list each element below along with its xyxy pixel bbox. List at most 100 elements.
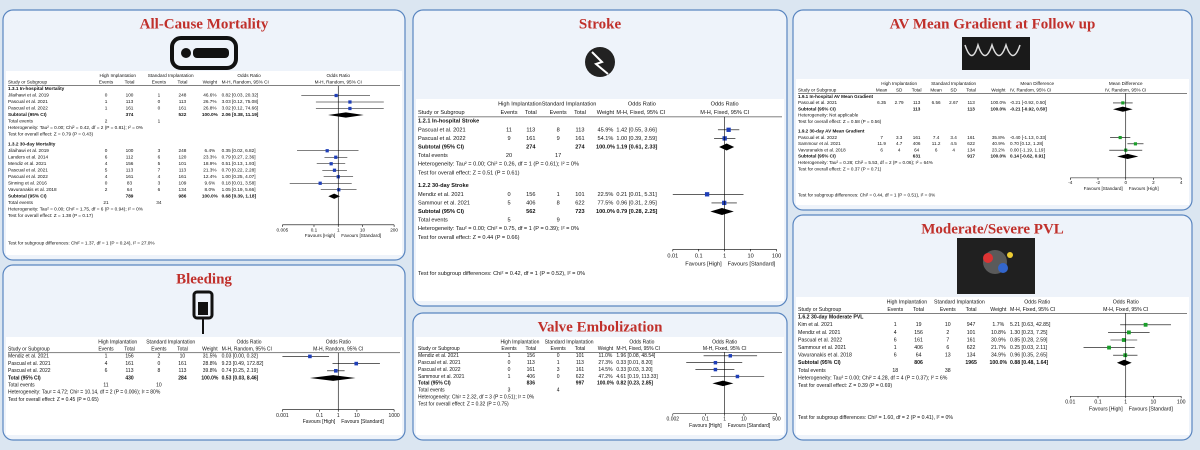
cell: 161 [914, 337, 923, 343]
cell: 248 [179, 148, 187, 153]
cell: 4 [105, 174, 108, 179]
cell: 5 [105, 167, 108, 172]
tick-label: 0.1 [311, 227, 318, 232]
cell: 161 [126, 174, 134, 179]
cell: 406 [527, 374, 536, 380]
point-estimate [318, 181, 322, 185]
cell: 0 [508, 367, 511, 373]
effect-header: Mean Difference [1109, 81, 1143, 86]
study-name: Vavuranakis et al. 2018 [798, 147, 846, 152]
tick-label: 0.1 [702, 417, 709, 423]
panel-title: Moderate/Severe PVL [921, 221, 1064, 237]
weight: 1.7% [992, 322, 1004, 328]
ci-label: 1.00 [0.39, 2.59] [616, 136, 657, 142]
cell: 0 [158, 99, 161, 104]
cell: 4.7 [896, 141, 903, 146]
weight: 100.0% [991, 100, 1007, 105]
cell: 562 [526, 209, 535, 215]
study-name: Pascual et al. 2022 [8, 174, 48, 179]
subtotal-weight: 100.0% [202, 112, 219, 117]
cell: 17 [555, 153, 561, 159]
cell: 1 [894, 345, 897, 351]
cell: 274 [575, 144, 585, 150]
cell: 34 [156, 200, 162, 205]
subtotal-label: Subtotal (95% CI) [798, 360, 841, 366]
subtotal-label: Subtotal (95% CI) [798, 106, 836, 111]
ci-label: -0.40 [-1.13, 0.33] [1010, 135, 1046, 140]
point-estimate [337, 188, 341, 192]
cell: 6 [105, 368, 108, 374]
cell: 100 [126, 148, 134, 153]
cell: 19 [916, 322, 922, 328]
cell: 631 [913, 154, 921, 159]
note: Test for subgroup differences: Chi² = 1.… [8, 240, 155, 245]
tick-label: 0 [1124, 180, 1127, 185]
column-header: Study or Subgroup [798, 307, 841, 313]
cell: 2 [158, 354, 161, 360]
point-estimate [348, 100, 352, 104]
weight: 21.3% [203, 167, 216, 172]
study-name: Sammour et al. 2021 [798, 141, 841, 146]
cell: 622 [967, 141, 975, 146]
cell: 4 [105, 161, 108, 166]
events-label: Total events [418, 218, 448, 224]
study-name: Pascual et al. 2022 [798, 135, 838, 140]
cell: 10 [180, 354, 186, 360]
effect-header: Odds Ratio [326, 339, 351, 345]
group-header: High Implantation [887, 299, 927, 305]
weight: 26.7% [203, 99, 216, 104]
bleeding-icon [192, 290, 214, 334]
effect-header: Odds Ratio [1113, 299, 1139, 305]
study-name: Pascual et al. 2021 [418, 127, 466, 133]
ci-label: 0.33 [0.01, 8.20] [616, 360, 653, 366]
ci-label: 0.70 [0.22, 2.28] [222, 167, 256, 172]
tick-label: 1 [723, 417, 726, 423]
study-name: Vavuranakis et al. 2018 [798, 353, 852, 359]
tick-label: 0.001 [276, 413, 289, 419]
effect-header: Odds Ratio [711, 101, 739, 107]
cell: 11 [103, 383, 108, 389]
echo-image [962, 37, 1030, 70]
cell: 2.79 [895, 100, 904, 105]
plot-area [6, 337, 402, 435]
weight: 18.9% [203, 161, 216, 166]
cell: 6 [946, 345, 949, 351]
weight: 11.0% [599, 353, 613, 359]
icon-head [181, 48, 191, 58]
cell: 156 [126, 161, 134, 166]
column-header: Weight [203, 80, 218, 85]
effect-header: Odds Ratio [628, 101, 656, 107]
tick-label: 100 [772, 254, 781, 260]
cell: 113 [913, 106, 921, 111]
cell: 2 [105, 119, 108, 124]
cell: 161 [575, 136, 584, 142]
cell: 1 [158, 119, 161, 124]
ci-label: 3.03 [0.12, 75.08] [222, 99, 259, 104]
tick-label: 10 [1151, 400, 1157, 406]
effect-header: Odds Ratio [1024, 299, 1050, 305]
ci-label: 1.30 [0.23, 7.25] [1010, 330, 1048, 336]
icon-body [193, 48, 229, 58]
cell: 3 [158, 148, 161, 153]
study-name: Jilaihawi et al. 2019 [8, 93, 49, 98]
study-name: Pascual et al. 2021 [798, 100, 838, 105]
cell: 1 [105, 99, 108, 104]
cell: 622 [576, 374, 585, 380]
weight: 26.8% [203, 106, 216, 111]
cell: 13 [945, 353, 951, 359]
point-estimate [354, 361, 359, 366]
note: Heterogeneity: Not applicable [798, 113, 859, 118]
column-header: Study or Subgroup [798, 88, 837, 93]
cell: 0 [105, 148, 108, 153]
column-header: IV, Random, 95% CI [1010, 88, 1051, 93]
cell: 0 [557, 353, 560, 359]
column-header: SD [896, 88, 903, 93]
study-name: Vavuranakis et al. 2018 [8, 187, 57, 192]
cell: 134 [967, 353, 976, 359]
cell: 806 [914, 360, 923, 366]
cell: 112 [126, 154, 134, 159]
column-header: M-H, Fixed, 95% CI [616, 110, 665, 116]
column-header: M-H, Fixed, 95% CI [700, 110, 749, 116]
cell: 3 [557, 367, 560, 373]
